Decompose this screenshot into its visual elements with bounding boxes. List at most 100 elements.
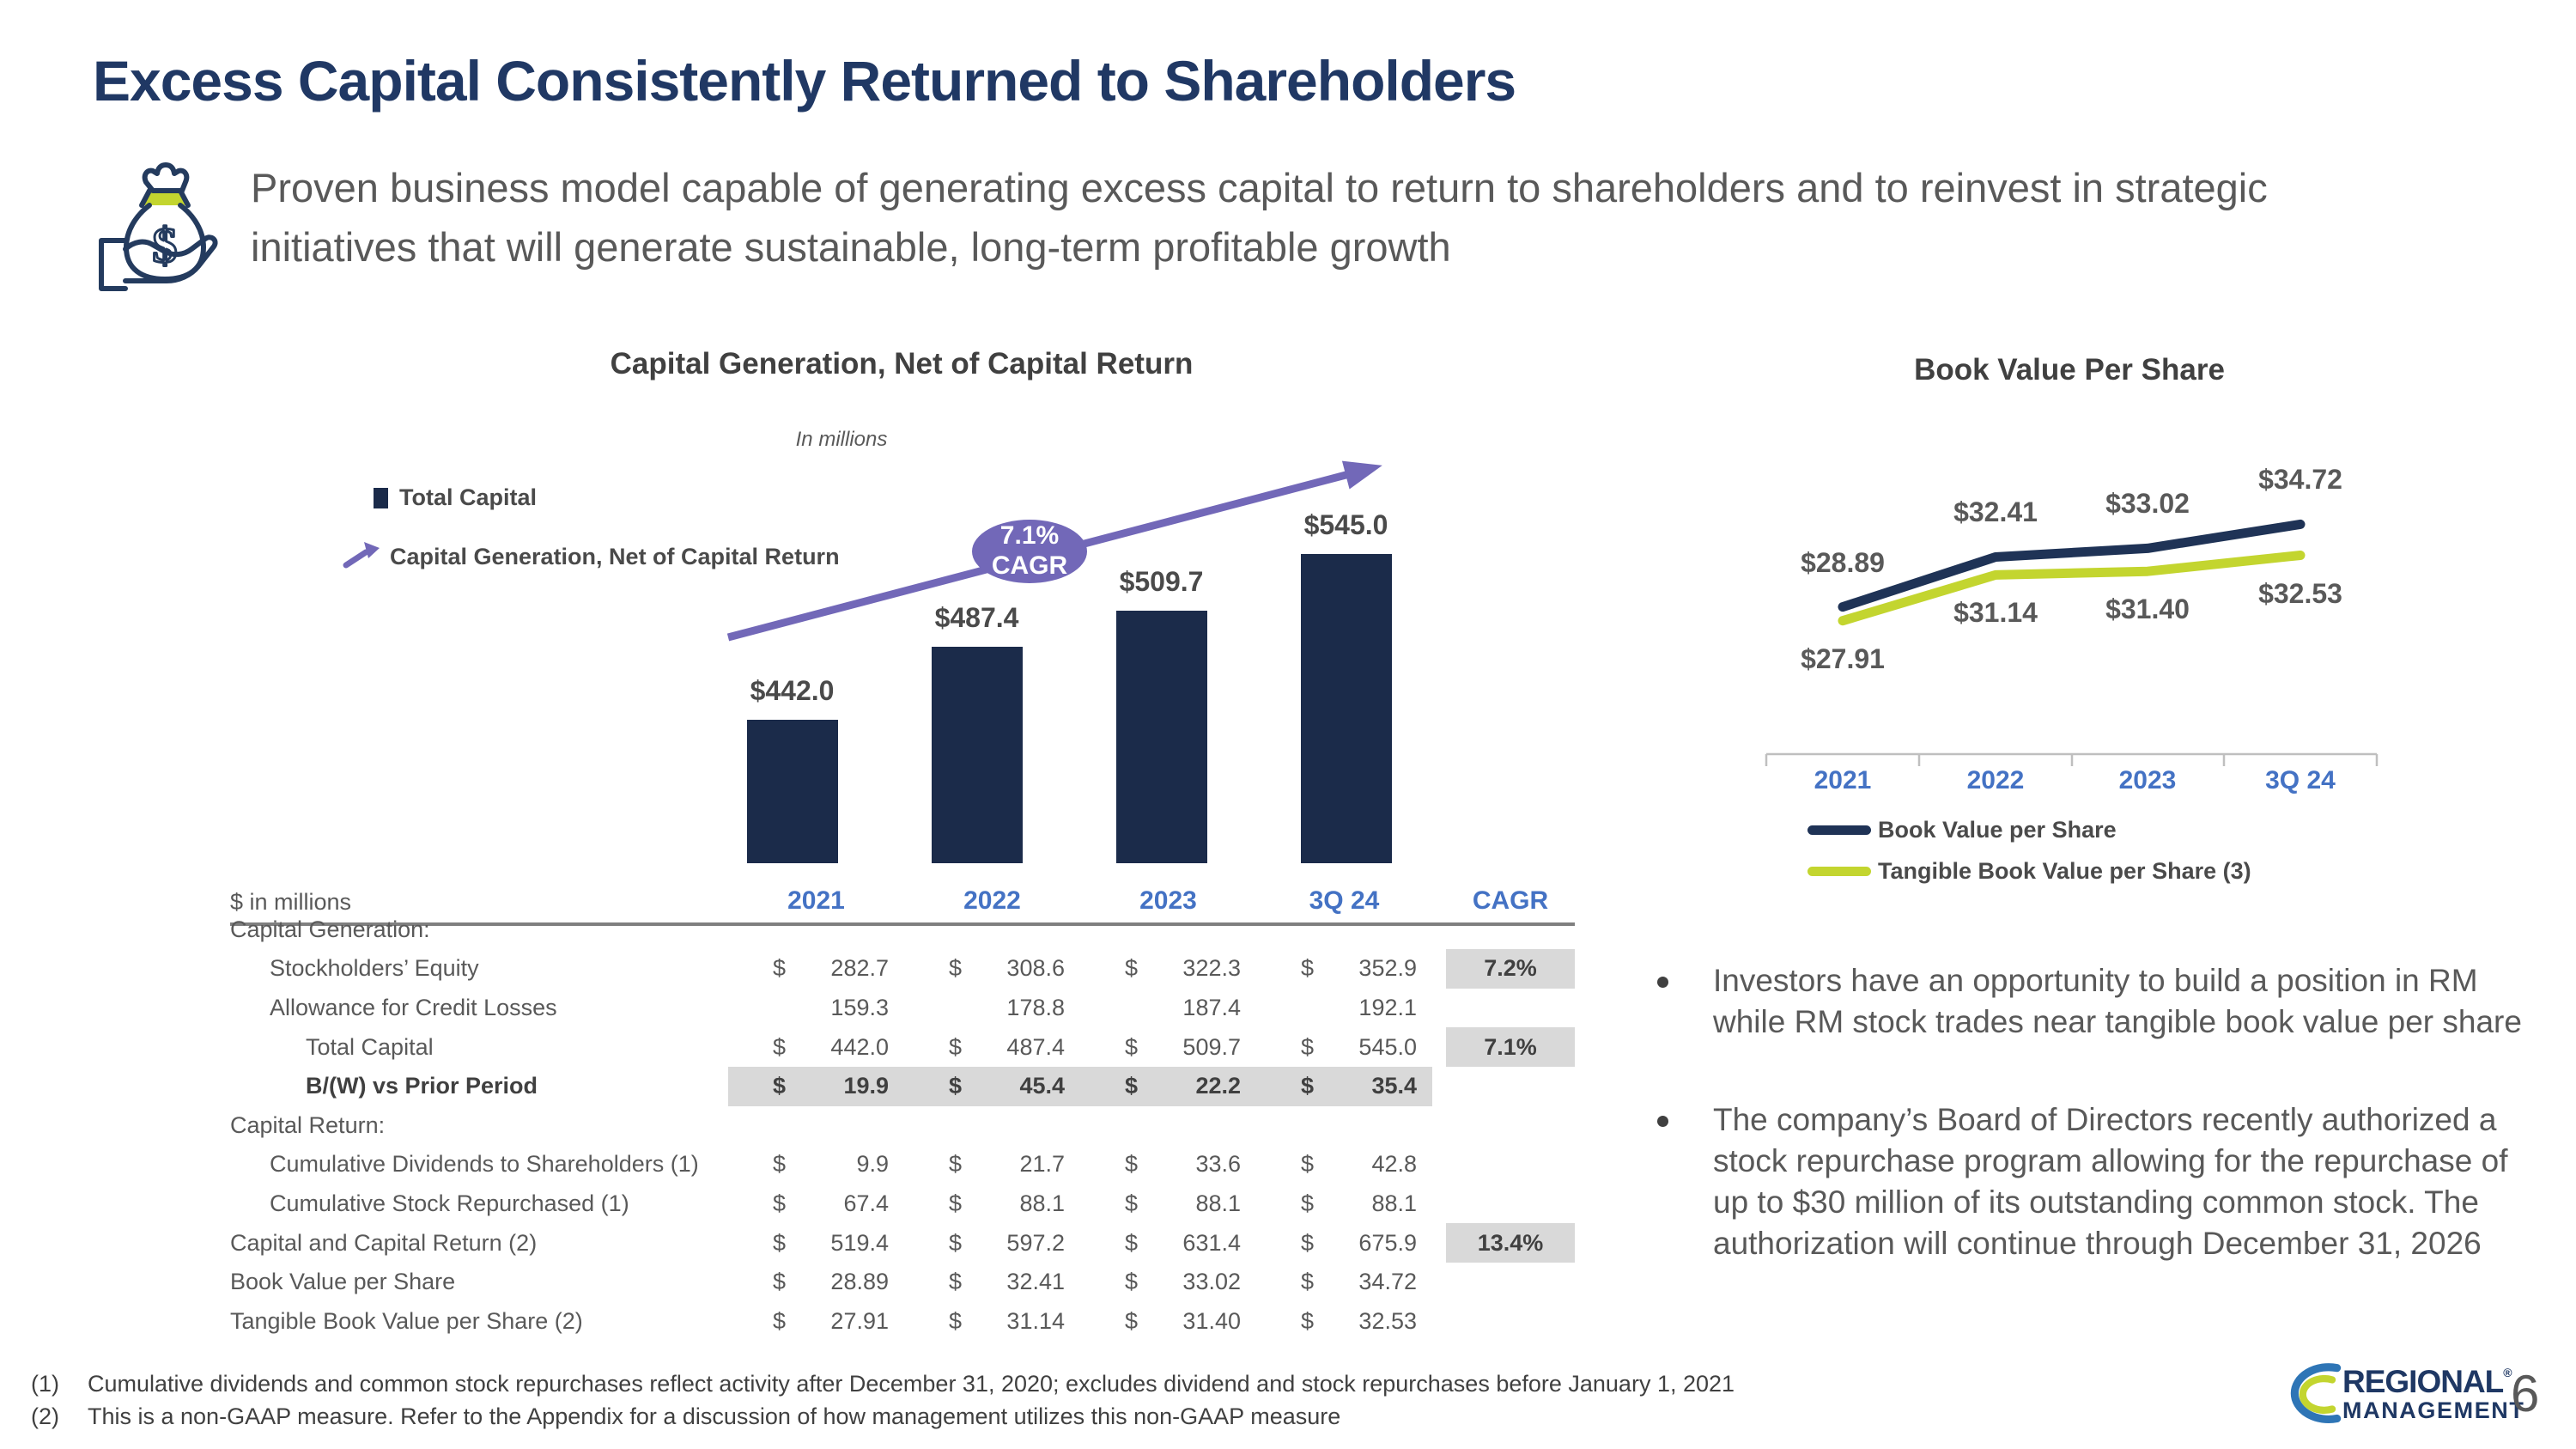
- bullet-text: The company’s Board of Directors recentl…: [1713, 1102, 2508, 1262]
- bar-value-label: $487.4: [934, 602, 1019, 633]
- row-label: Stockholders’ Equity: [270, 955, 479, 982]
- row-label: Capital Generation:: [230, 916, 430, 942]
- table-cell: $34.72: [1256, 1263, 1432, 1302]
- table-cell: $308.6: [904, 949, 1080, 989]
- column-gap: [1432, 1184, 1446, 1224]
- legend-item-total-capital: Total Capital: [374, 484, 537, 511]
- point-label: $32.53: [2258, 577, 2342, 609]
- footnote-number: (2): [31, 1403, 59, 1429]
- dollar-sign: $: [949, 955, 963, 982]
- trend-arrow: 7.1% CAGR: [726, 460, 1382, 642]
- money-bag-accent: [142, 191, 188, 205]
- dollar-sign: $: [1125, 1033, 1139, 1060]
- point-label: $31.14: [1953, 597, 2038, 629]
- cell-value: 9.9: [856, 1151, 889, 1178]
- cell-value: 192.1: [1358, 995, 1417, 1021]
- cell-value: 187.4: [1182, 995, 1241, 1021]
- row-label: Capital and Capital Return (2): [230, 1229, 538, 1256]
- cell-value: 88.1: [1195, 1190, 1241, 1217]
- bar: [931, 647, 1023, 863]
- column-header: 2022: [904, 871, 1080, 926]
- dollar-sign: $: [1125, 1151, 1139, 1178]
- row-label: Capital Return:: [230, 1111, 386, 1138]
- table-cell: [904, 910, 1080, 950]
- line-series: [1838, 551, 2306, 626]
- column-gap: [1432, 1145, 1446, 1184]
- row-label: Tangible Book Value per Share (2): [230, 1307, 583, 1334]
- dollar-sign: $: [949, 1151, 963, 1178]
- dollar-sign: $: [773, 1307, 787, 1334]
- cagr-cell: [1446, 1302, 1575, 1342]
- dollar-sign: $: [1301, 955, 1315, 982]
- dollar-sign: $: [773, 1229, 787, 1256]
- cell-value: 32.41: [1006, 1269, 1065, 1295]
- cell-value: 19.9: [843, 1073, 889, 1099]
- cell-value: 282.7: [830, 955, 889, 982]
- logo-line2: MANAGEMENT: [2342, 1397, 2525, 1423]
- table-cell: $21.7: [904, 1145, 1080, 1184]
- dollar-sign: $: [773, 1033, 787, 1060]
- line-series: [1838, 519, 2306, 612]
- cell-value: 308.6: [1006, 955, 1065, 982]
- table-cell: $88.1: [904, 1184, 1080, 1224]
- point-label: $34.72: [2258, 464, 2342, 496]
- table-cell: $545.0: [1256, 1027, 1432, 1067]
- cell-value: 597.2: [1006, 1229, 1065, 1256]
- dollar-sign: $: [1301, 1073, 1315, 1099]
- cell-value: 45.4: [1019, 1073, 1065, 1099]
- table-cell: $352.9: [1256, 949, 1432, 989]
- cell-value: 22.2: [1195, 1073, 1241, 1099]
- cell-value: 21.7: [1019, 1151, 1065, 1178]
- cagr-cell: [1446, 910, 1575, 950]
- dollar-sign: $: [773, 955, 787, 982]
- table-cell: [1256, 1106, 1432, 1146]
- slide-subtitle: Proven business model capable of generat…: [251, 165, 2268, 271]
- bar: [1115, 611, 1207, 863]
- dollar-sign: $: [949, 1307, 963, 1334]
- table-cell: $282.7: [728, 949, 904, 989]
- cell-value: 442.0: [830, 1033, 889, 1060]
- bar-value-label: $509.7: [1119, 566, 1204, 597]
- line-plot: [1765, 519, 2379, 766]
- svg-text:$: $: [153, 217, 178, 273]
- column-header: 2021: [728, 871, 904, 926]
- table-cell: $597.2: [904, 1223, 1080, 1263]
- line-chart-title: Book Value Per Share: [1914, 353, 2225, 387]
- bar-chart-units-note: In millions: [795, 428, 888, 451]
- table-cell: [728, 1106, 904, 1146]
- cagr-cell: 7.2%: [1446, 949, 1575, 989]
- legend-item-book-value: Book Value per Share: [1807, 817, 2251, 843]
- cagr-cell: 13.4%: [1446, 1223, 1575, 1263]
- table-cell: $322.3: [1080, 949, 1256, 989]
- table-cell: $509.7: [1080, 1027, 1256, 1067]
- table-cell: $442.0: [728, 1027, 904, 1067]
- dollar-sign: $: [1125, 955, 1139, 982]
- table-cell: $42.8: [1256, 1145, 1432, 1184]
- line-chart: Book Value Per Share Book Value per Shar…: [1760, 339, 2456, 975]
- bar-value-label: $545.0: [1303, 509, 1388, 540]
- table-cell: [1256, 910, 1432, 950]
- header-gap: [1432, 871, 1446, 926]
- row-label: B/(W) vs Prior Period: [306, 1073, 538, 1099]
- dollar-sign: $: [949, 1269, 963, 1295]
- cell-value: 675.9: [1358, 1229, 1417, 1256]
- cell-value: 509.7: [1182, 1033, 1241, 1060]
- dollar-sign: $: [1301, 1307, 1315, 1334]
- logo-line1: REGIONAL®: [2342, 1364, 2512, 1399]
- point-label: $28.89: [1801, 546, 1885, 578]
- footnote-row: (2) This is a non-GAAP measure. Refer to …: [31, 1403, 1735, 1430]
- cell-value: 88.1: [1371, 1190, 1417, 1217]
- table-cell: $631.4: [1080, 1223, 1256, 1263]
- dollar-sign: $: [1125, 1229, 1139, 1256]
- table-cell: $35.4: [1256, 1066, 1432, 1106]
- navy-square-swatch: [374, 487, 388, 508]
- row-label: Cumulative Dividends to Shareholders (1): [270, 1151, 699, 1178]
- cagr-label: CAGR: [992, 551, 1068, 580]
- table-cell: [1080, 910, 1256, 950]
- cagr-cell: [1446, 989, 1575, 1028]
- column-header: 2023: [1080, 871, 1256, 926]
- column-gap: [1432, 949, 1446, 989]
- point-label: $33.02: [2105, 488, 2190, 520]
- row-label: Book Value per Share: [230, 1269, 456, 1295]
- cell-value: 35.4: [1371, 1073, 1417, 1099]
